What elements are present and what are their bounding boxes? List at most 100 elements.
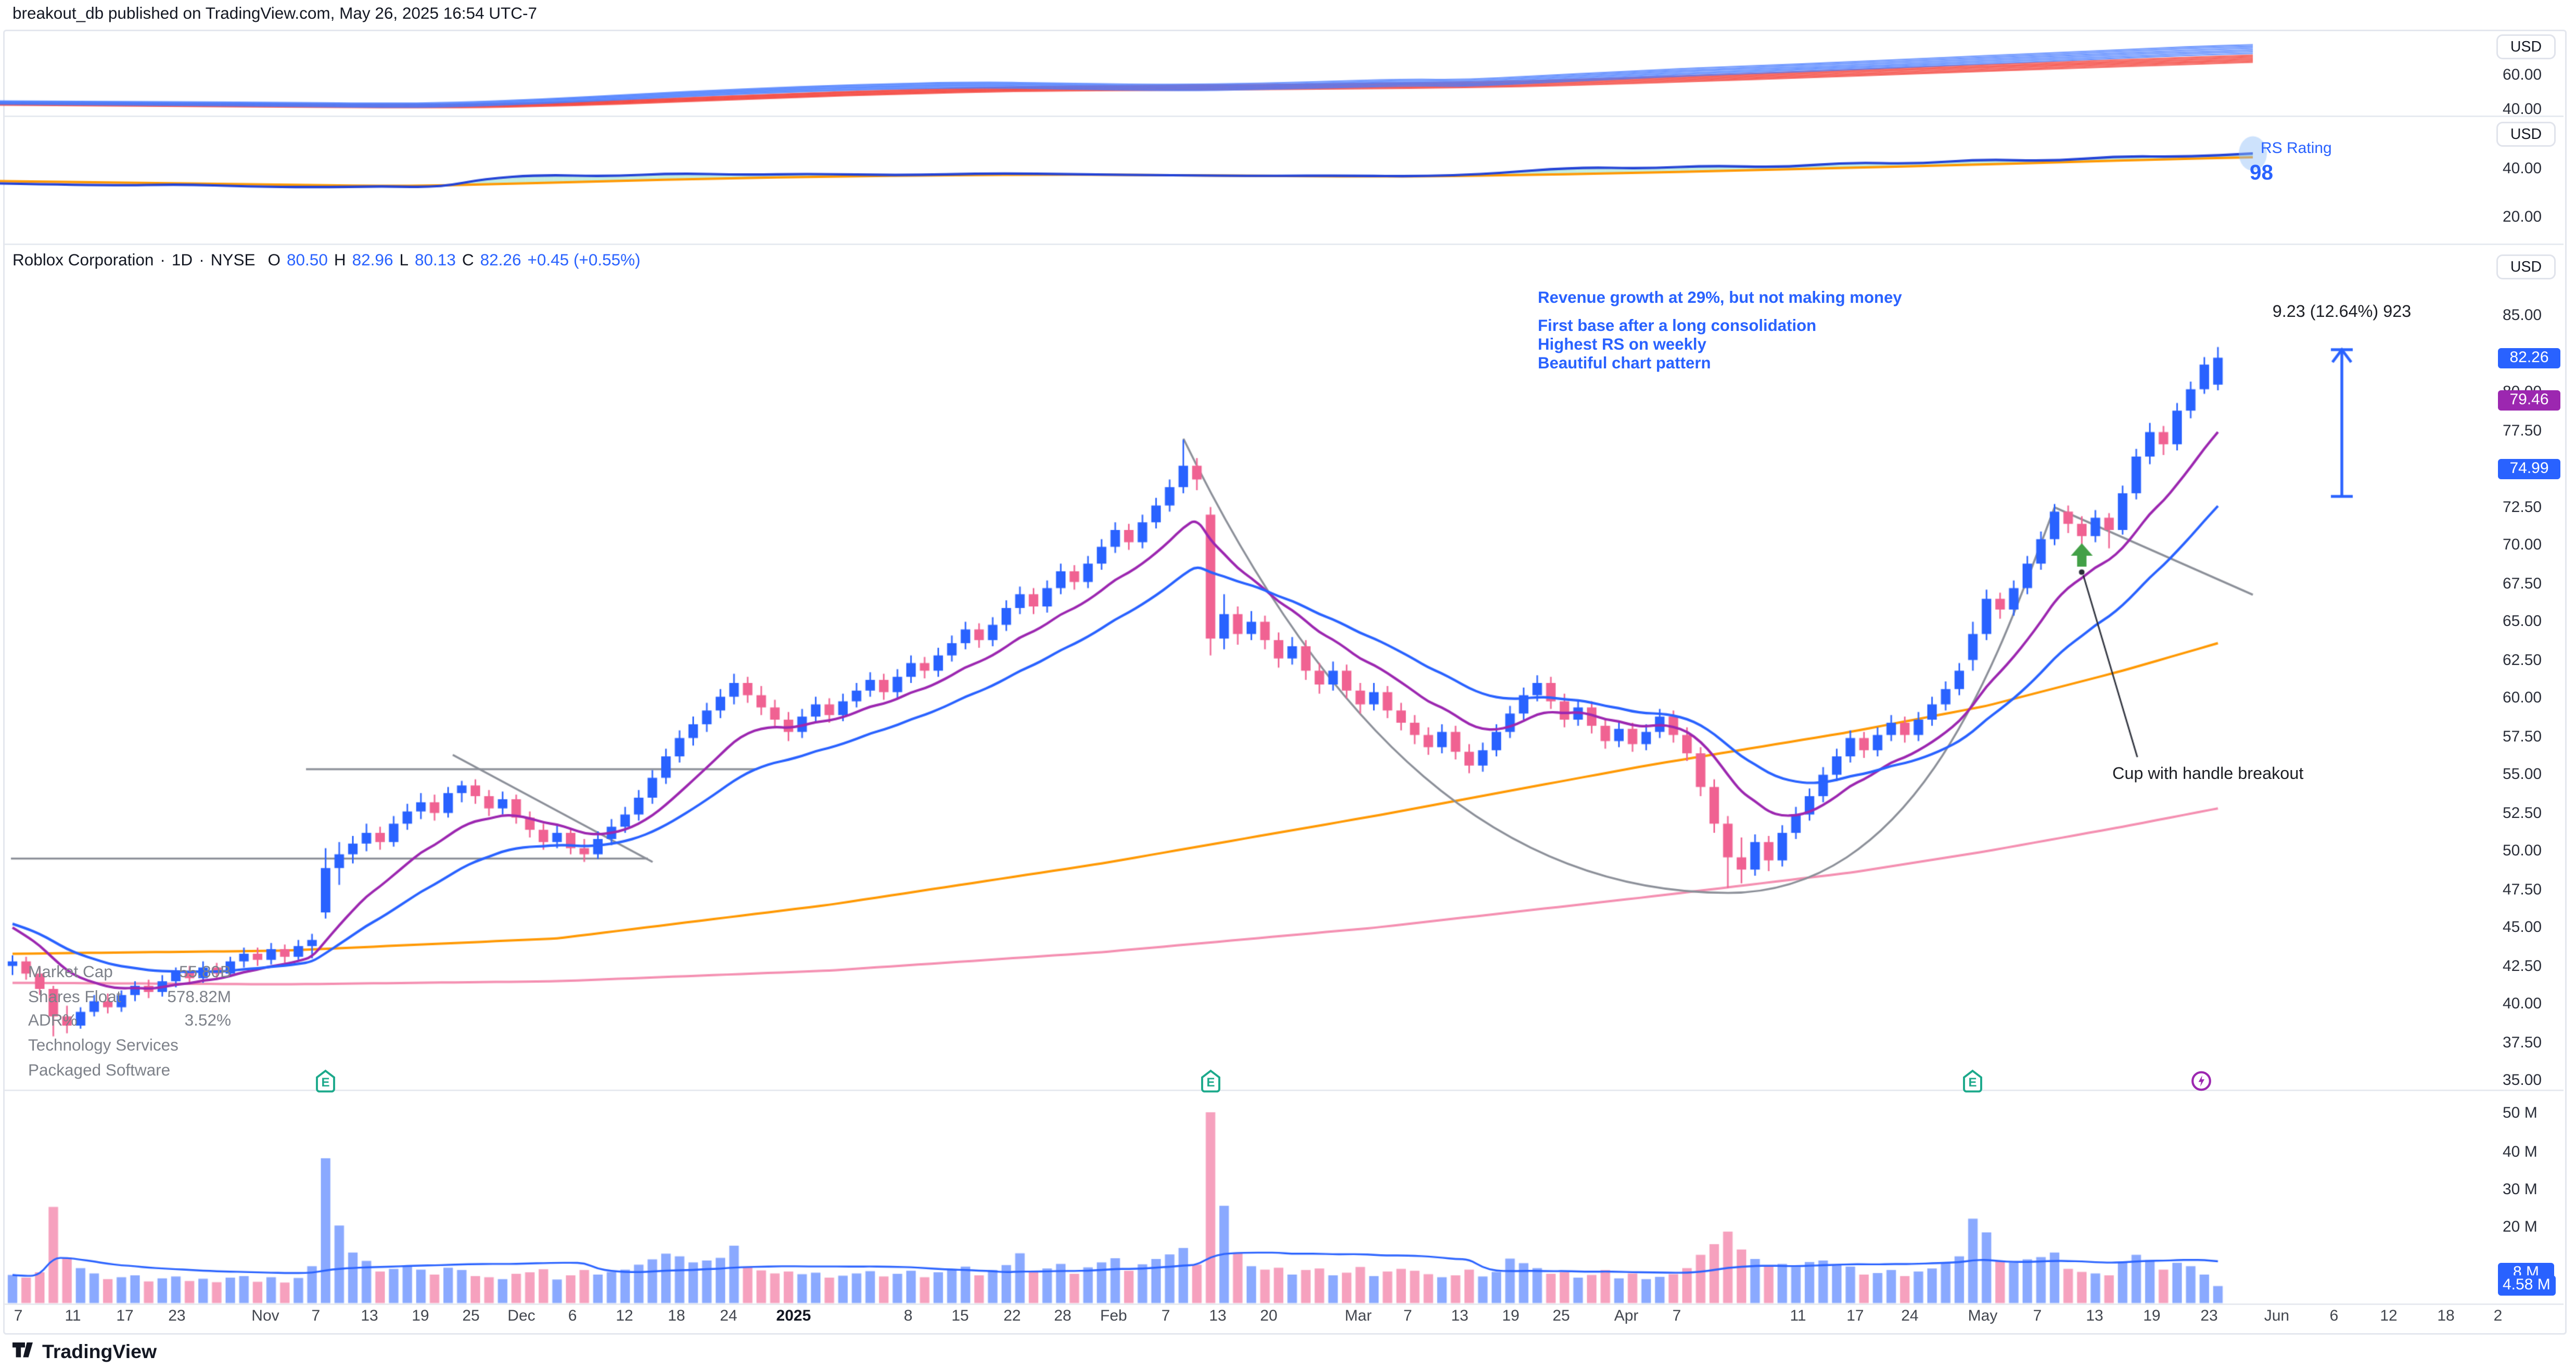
info-value: 55.80B (179, 963, 231, 982)
time-tick: 2025 (776, 1308, 811, 1325)
price-tick: 20.00 (2503, 209, 2542, 226)
price-tick: 40.00 (2503, 101, 2542, 119)
open-value: 80.50 (287, 250, 328, 270)
price-tick: 65.00 (2503, 613, 2542, 631)
price-badge: 79.46 (2498, 390, 2560, 411)
time-tick: May (1968, 1308, 1998, 1325)
time-tick: 11 (1790, 1308, 1806, 1325)
earnings-icon[interactable]: E (1963, 1069, 1983, 1092)
price-tick: 55.00 (2503, 766, 2542, 784)
time-tick: 28 (1054, 1308, 1072, 1325)
price-badge: 74.99 (2498, 458, 2560, 479)
price-tick: 57.50 (2503, 728, 2542, 746)
volume-tick: 30 M (2503, 1181, 2537, 1199)
time-tick: 19 (412, 1308, 429, 1325)
volume-tick: 50 M (2503, 1105, 2537, 1123)
low-value: 80.13 (415, 250, 456, 270)
time-tick: Jun (2264, 1308, 2290, 1325)
time-tick: 23 (168, 1308, 186, 1325)
time-tick: 18 (2437, 1308, 2455, 1325)
svg-text:E: E (322, 1075, 330, 1089)
earnings-icon[interactable]: E (1201, 1069, 1221, 1092)
time-tick: 13 (2086, 1308, 2103, 1325)
time-tick: 8 (903, 1308, 913, 1325)
symbol-name[interactable]: Roblox Corporation (12, 250, 154, 270)
price-tick: 47.50 (2503, 881, 2542, 899)
time-tick: Apr (1614, 1308, 1639, 1325)
price-tick: 70.00 (2503, 537, 2542, 555)
info-label: Market Cap (28, 963, 113, 982)
time-tick: Feb (1100, 1308, 1127, 1325)
time-tick: 11 (65, 1308, 81, 1325)
time-tick: Nov (251, 1308, 279, 1325)
volume-tick: 40 M (2503, 1143, 2537, 1161)
time-tick: 7 (2033, 1308, 2042, 1325)
volume-badge: 4.58 M (2498, 1276, 2555, 1297)
rs-rating-label: RS Rating (2261, 139, 2332, 157)
price-tick: 67.50 (2503, 575, 2542, 593)
price-tick: 72.50 (2503, 499, 2542, 517)
info-value: 3.52% (184, 1012, 231, 1031)
svg-text:E: E (1206, 1075, 1215, 1089)
high-value: 82.96 (352, 250, 393, 270)
currency-badge-pane2: USD (2496, 122, 2556, 147)
info-row: Market Cap 55.80B (28, 963, 231, 988)
symbol-legend: Roblox Corporation · 1D · NYSE O 80.50 H… (12, 250, 641, 270)
cup-handle-label[interactable]: Cup with handle breakout (2112, 765, 2304, 784)
tradingview-logo-icon (11, 1338, 34, 1366)
time-tick: Mar (1345, 1308, 1372, 1325)
annotation-bullets[interactable]: First base after a long consolidation Hi… (1538, 317, 1817, 373)
time-tick: 7 (311, 1308, 321, 1325)
time-tick: 7 (1403, 1308, 1412, 1325)
currency-badge-main: USD (2496, 254, 2556, 279)
info-value: 578.82M (167, 988, 231, 1007)
footer-brand[interactable]: TradingView (11, 1338, 157, 1366)
time-tick: 12 (2380, 1308, 2398, 1325)
time-tick: 18 (668, 1308, 685, 1325)
time-tick: 24 (720, 1308, 737, 1325)
price-tick: 62.50 (2503, 652, 2542, 670)
time-tick: 20 (1260, 1308, 1278, 1325)
time-tick: 19 (1502, 1308, 1520, 1325)
price-tick: 50.00 (2503, 843, 2542, 861)
price-badge: 82.26 (2498, 347, 2560, 368)
time-tick: 19 (2143, 1308, 2161, 1325)
price-tick: 52.50 (2503, 805, 2542, 823)
info-row: Shares Float 578.82M (28, 988, 231, 1012)
info-label: ADR% (28, 1012, 78, 1031)
time-tick: 12 (616, 1308, 633, 1325)
time-tick: 13 (361, 1308, 378, 1325)
time-tick: 24 (1901, 1308, 1919, 1325)
svg-text:E: E (1969, 1075, 1977, 1089)
time-tick: 25 (462, 1308, 480, 1325)
info-label: Shares Float (28, 988, 121, 1007)
time-tick: 13 (1209, 1308, 1227, 1325)
time-tick: 17 (116, 1308, 134, 1325)
volume-tick: 20 M (2503, 1219, 2537, 1237)
info-sector: Technology Services (28, 1037, 178, 1056)
upcoming-earnings-icon[interactable] (2190, 1069, 2212, 1092)
time-axis[interactable]: 7 11 17 23 Nov 7 13 19 25 Dec 6 12 18 24 2025 8 15 22 28 Fe… (0, 1303, 2576, 1332)
symbol-info-box: Market Cap 55.80B Shares Float 578.82M ADR% 3… (28, 963, 231, 1085)
time-tick: 2 (2493, 1308, 2503, 1325)
measure-label[interactable]: 9.23 (12.64%) 923 (2272, 302, 2412, 321)
close-value: 82.26 (480, 250, 521, 270)
price-tick: 35.00 (2503, 1072, 2542, 1090)
time-tick: 17 (1846, 1308, 1864, 1325)
time-tick: 7 (1161, 1308, 1170, 1325)
price-tick: 60.00 (2503, 67, 2542, 85)
price-tick: 77.50 (2503, 423, 2542, 440)
time-tick: 13 (1451, 1308, 1469, 1325)
price-scale[interactable]: 60.0040.0040.0020.0085.0080.0077.5072.50… (0, 0, 2576, 1303)
price-tick: 60.00 (2503, 690, 2542, 708)
symbol-timeframe[interactable]: 1D (171, 250, 193, 270)
price-tick: 42.50 (2503, 958, 2542, 976)
price-tick: 45.00 (2503, 919, 2542, 937)
annotation-revenue[interactable]: Revenue growth at 29%, but not making mo… (1538, 290, 1902, 308)
time-tick: 25 (1552, 1308, 1570, 1325)
price-tick: 37.50 (2503, 1034, 2542, 1052)
earnings-icon[interactable]: E (315, 1069, 336, 1092)
time-tick: 7 (1672, 1308, 1681, 1325)
